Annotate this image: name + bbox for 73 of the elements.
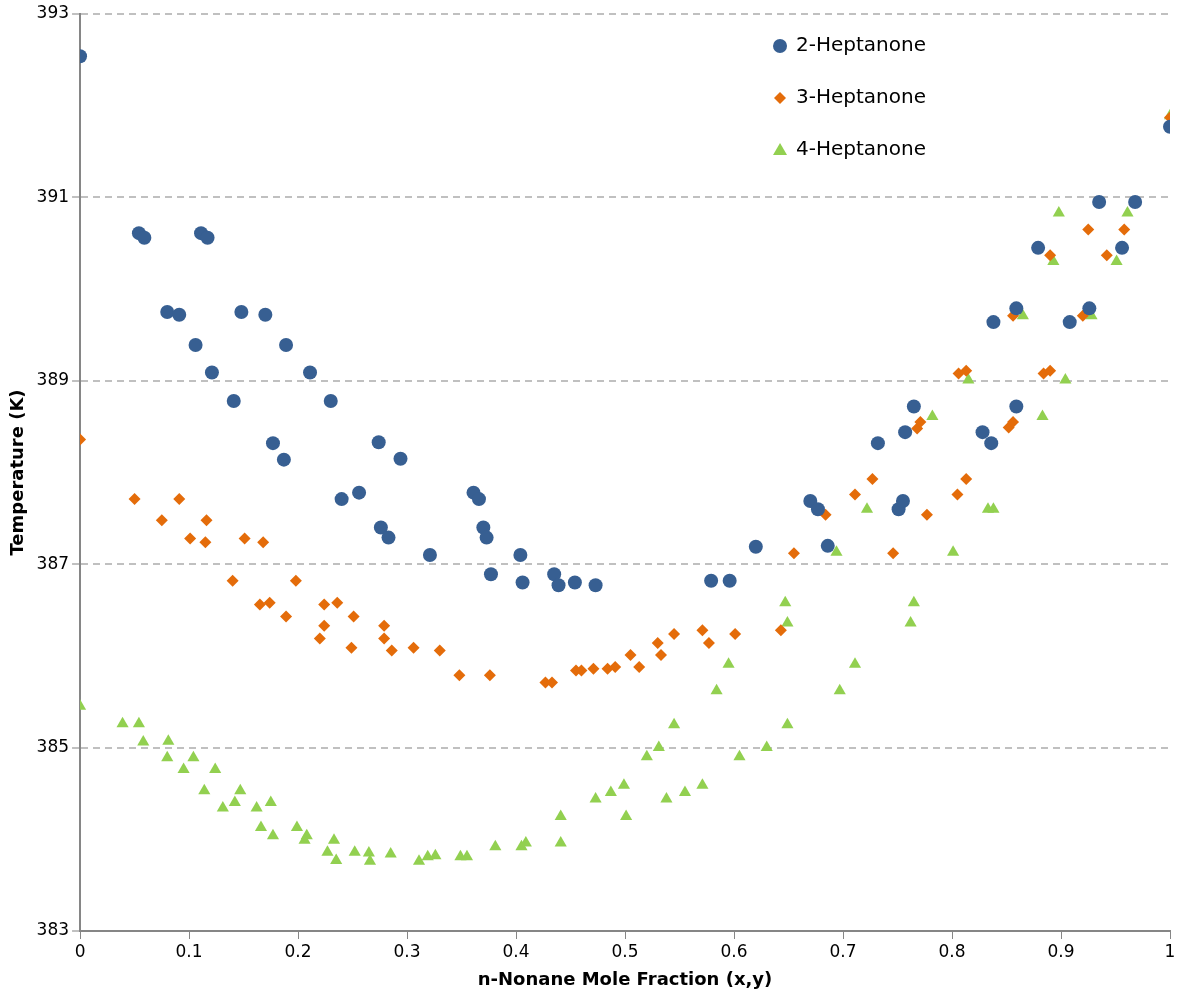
point (188, 338, 203, 353)
legend-label: 4-Heptanone (796, 136, 927, 161)
x-tick-label: 0.3 (393, 940, 421, 961)
point (393, 451, 408, 466)
point (722, 573, 737, 588)
y-tick-label: 391 (36, 185, 70, 206)
point (547, 567, 562, 582)
point (204, 365, 219, 380)
point (870, 436, 885, 451)
legend-label: 2-Heptanone (796, 32, 927, 57)
point (160, 305, 175, 320)
point (515, 575, 530, 590)
point (803, 493, 818, 508)
x-tick-label: 0 (74, 940, 86, 961)
x-tick-label: 0.6 (720, 940, 748, 961)
point (1009, 399, 1024, 414)
x-tick-label: 0.8 (938, 940, 966, 961)
x-tick-label: 0.1 (175, 940, 203, 961)
point (1092, 194, 1107, 209)
point (975, 425, 990, 440)
y-tick-label: 387 (36, 552, 70, 573)
x-tick-label: 0.2 (284, 940, 312, 961)
x-tick-label: 0.5 (611, 940, 639, 961)
x-tick-label: 0.7 (829, 940, 857, 961)
point (323, 393, 338, 408)
point (984, 436, 999, 451)
point (471, 492, 486, 507)
x-tick-label: 1 (1164, 940, 1176, 961)
point (820, 538, 835, 553)
point (303, 365, 318, 380)
point (1062, 315, 1077, 330)
y-tick-label: 389 (36, 369, 70, 390)
point (567, 575, 582, 590)
x-axis-title: n-Nonane Mole Fraction (x,y) (477, 967, 773, 989)
point (483, 567, 498, 582)
x-tick-label: 0.4 (502, 940, 530, 961)
point (200, 230, 215, 245)
point (588, 578, 603, 593)
point (1009, 301, 1024, 316)
point (810, 502, 825, 517)
y-tick-label: 383 (36, 919, 70, 940)
point (334, 492, 349, 507)
point (748, 539, 763, 554)
point (513, 548, 528, 563)
point (898, 425, 913, 440)
point (906, 399, 921, 414)
point (276, 452, 291, 467)
point (422, 548, 437, 563)
point (1128, 194, 1143, 209)
point (381, 530, 396, 545)
point (226, 393, 241, 408)
y-tick-label: 393 (36, 2, 70, 23)
point (704, 573, 719, 588)
point (986, 315, 1001, 330)
point (265, 436, 280, 451)
point (373, 520, 388, 535)
point (479, 530, 494, 545)
point (551, 578, 566, 593)
point (258, 307, 273, 322)
point (137, 230, 152, 245)
point (371, 435, 386, 450)
point (895, 493, 910, 508)
point (352, 485, 367, 500)
y-tick-label: 385 (36, 736, 70, 757)
point (279, 338, 294, 353)
x-tick-label: 0.9 (1047, 940, 1075, 961)
point (172, 307, 187, 322)
point (1082, 301, 1097, 316)
point (1031, 240, 1046, 255)
point (234, 305, 249, 320)
y-axis-title: Temperature (K) (6, 389, 28, 556)
legend-label: 3-Heptanone (796, 84, 927, 109)
point (1115, 240, 1130, 255)
